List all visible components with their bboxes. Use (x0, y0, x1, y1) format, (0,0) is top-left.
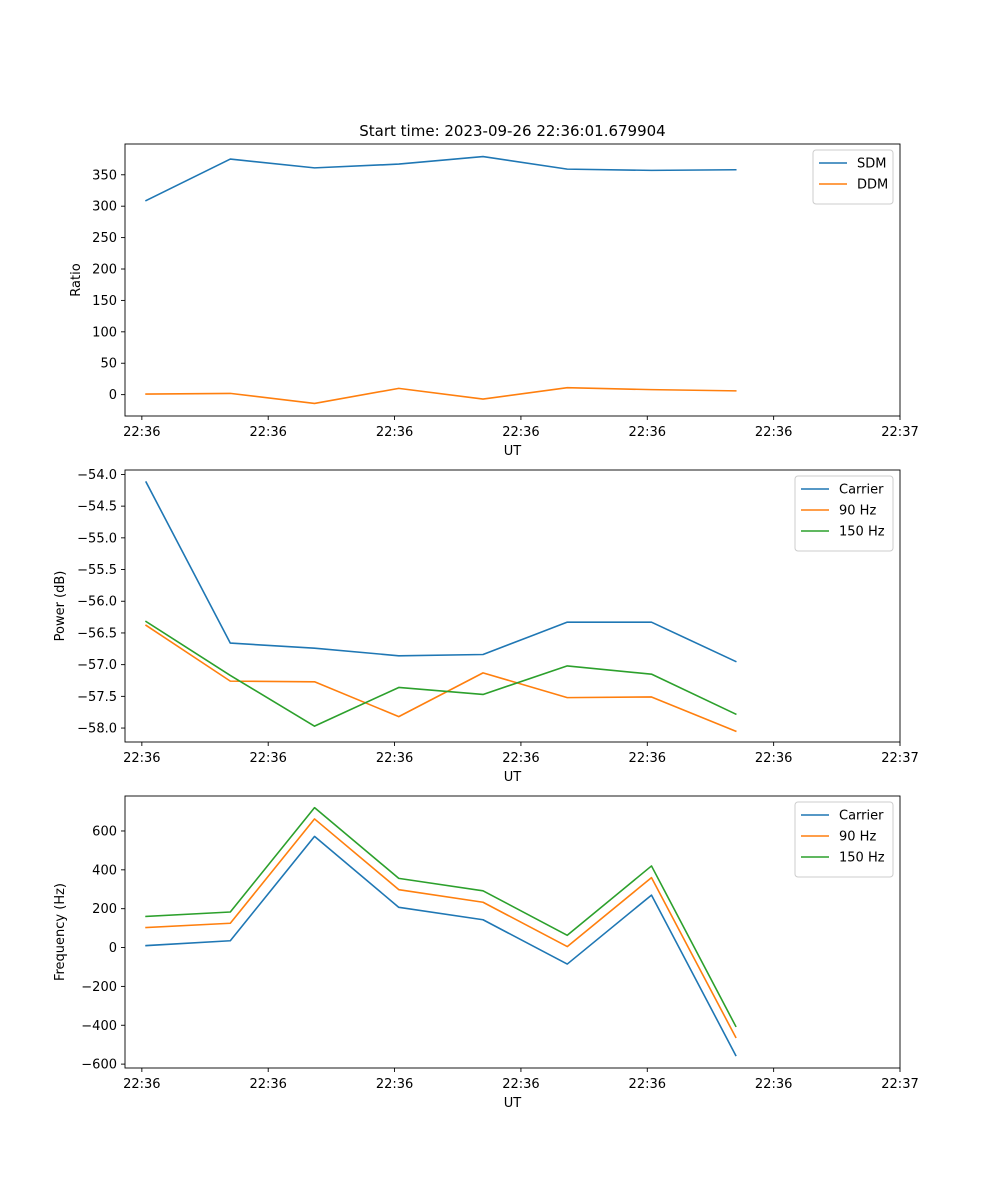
axes-frame (124, 143, 901, 417)
y-axis-label: Frequency (Hz) (53, 883, 68, 981)
x-tick-label: 22:36 (376, 425, 413, 440)
x-tick-label: 22:36 (629, 425, 666, 440)
series-line-carrier (145, 835, 737, 1057)
x-tick-label: 22:36 (249, 425, 286, 440)
series-line-150-hz (145, 806, 737, 1028)
x-tick-label: 22:36 (123, 1077, 160, 1092)
chart-panel-1: 22:36 22:36 22:36 22:36 22:36 22:36 22:37 0 50 10… (69, 143, 919, 459)
plot-area (145, 806, 737, 1057)
legend: Carrier 90 Hz 150 Hz (794, 801, 894, 878)
legend: Carrier 90 Hz 150 Hz (794, 475, 894, 552)
legend-entry: SDM (857, 157, 886, 172)
y-tick-label: 200 (92, 263, 117, 278)
y-tick-label: −600 (81, 1058, 117, 1073)
y-tick-label: 0 (109, 941, 117, 956)
y-tick-label: −55.0 (77, 531, 117, 546)
x-tick-label: 22:36 (755, 751, 792, 766)
x-tick-label: 22:37 (881, 425, 918, 440)
x-tick-label: 22:36 (755, 1077, 792, 1092)
x-tick-label: 22:36 (249, 751, 286, 766)
legend-entry: DDM (857, 178, 888, 193)
y-tick-label: 600 (92, 824, 117, 839)
y-tick-label: −57.5 (77, 690, 117, 705)
x-tick-label: 22:37 (881, 751, 918, 766)
x-axis-label: UT (504, 770, 522, 785)
x-tick-label: 22:36 (755, 425, 792, 440)
y-tick-label: −56.5 (77, 626, 117, 641)
x-tick-label: 22:36 (123, 751, 160, 766)
x-tick-label: 22:36 (629, 751, 666, 766)
series-line-carrier (144, 480, 737, 663)
y-tick-label: −400 (81, 1019, 117, 1034)
y-tick-label: −57.0 (77, 658, 117, 673)
y-tick-label: −56.0 (77, 595, 117, 610)
x-tick-label: 22:36 (502, 425, 539, 440)
y-tick-label: 300 (92, 200, 117, 215)
series-line-sdm (144, 155, 737, 202)
y-tick-label: 400 (92, 863, 117, 878)
y-tick-label: 150 (92, 294, 117, 309)
legend-entry: Carrier (839, 483, 884, 498)
x-tick-label: 22:36 (629, 1077, 666, 1092)
y-tick-label: −55.5 (77, 563, 117, 578)
axes-frame (124, 469, 901, 743)
y-tick-label: −58.0 (77, 722, 117, 737)
plot-area (144, 480, 737, 733)
y-tick-label: −200 (81, 980, 117, 995)
y-tick-label: 350 (92, 168, 117, 183)
y-tick-label: −54.5 (77, 500, 117, 515)
legend-entry: 150 Hz (839, 525, 885, 540)
legend-entry: 150 Hz (839, 851, 885, 866)
legend-box (794, 475, 894, 552)
y-tick-label: 50 (100, 357, 117, 372)
chart-title: Start time: 2023-09-26 22:36:01.679904 (359, 122, 665, 140)
legend-entry: 90 Hz (839, 504, 876, 519)
legend-entry: Carrier (839, 809, 884, 824)
series-line-ddm (145, 386, 737, 405)
y-tick-label: 100 (92, 325, 117, 340)
series-line-90-hz (144, 624, 737, 733)
y-axis-label: Power (dB) (53, 571, 68, 642)
chart-panel-2: 22:36 22:36 22:36 22:36 22:36 22:36 22:37 −58.0… (53, 468, 919, 785)
x-tick-label: 22:36 (502, 751, 539, 766)
x-axis-label: UT (504, 1096, 522, 1111)
x-tick-label: 22:37 (881, 1077, 918, 1092)
legend: SDM DDM (812, 149, 894, 205)
legend-box (794, 801, 894, 878)
x-tick-label: 22:36 (502, 1077, 539, 1092)
y-tick-label: 0 (109, 388, 117, 403)
series-line-150-hz (144, 620, 737, 727)
y-tick-label: 250 (92, 231, 117, 246)
x-tick-label: 22:36 (376, 751, 413, 766)
y-tick-label: −54.0 (77, 468, 117, 483)
chart-panel-3: 22:36 22:36 22:36 22:36 22:36 22:36 22:37 −600 −… (53, 795, 919, 1111)
x-tick-label: 22:36 (249, 1077, 286, 1092)
y-tick-label: 200 (92, 902, 117, 917)
axes-frame (124, 795, 901, 1069)
legend-entry: 90 Hz (839, 830, 876, 845)
x-axis-label: UT (504, 444, 522, 459)
series-line-90-hz (145, 818, 737, 1039)
x-tick-label: 22:36 (123, 425, 160, 440)
x-tick-label: 22:36 (376, 1077, 413, 1092)
y-axis-label: Ratio (69, 263, 84, 296)
plot-area (144, 155, 737, 405)
